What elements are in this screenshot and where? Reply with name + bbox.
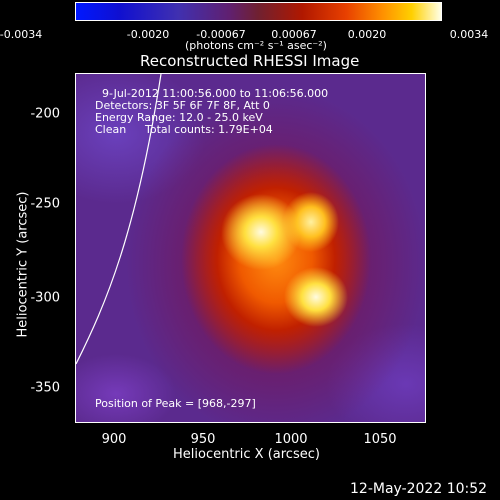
colorbar [75, 2, 442, 21]
colorbar-tick: -0.0020 [126, 28, 170, 41]
peak-position-label: Position of Peak = [968,-297] [95, 397, 256, 410]
x-tick: 1050 [363, 432, 397, 447]
total-counts-label: Total counts: 1.79E+04 [145, 123, 273, 136]
colorbar-tick: -0.0034 [0, 28, 43, 41]
image-panel [75, 73, 426, 423]
x-tick: 950 [190, 432, 216, 447]
plot-title: Reconstructed RHESSI Image [140, 52, 360, 70]
colorbar-tick: -0.00067 [196, 28, 246, 41]
solar-limb-curve [76, 74, 162, 365]
y-tick: -200 [30, 106, 60, 122]
colorbar-tick: 0.0020 [347, 28, 387, 41]
y-tick: -250 [30, 196, 60, 212]
y-tick: -300 [30, 290, 60, 306]
time-range-label: 9-Jul-2012 11:00:56.000 to 11:06:56.000 [102, 87, 329, 100]
clean-label: Clean [95, 123, 127, 136]
colorbar-tick: 0.0034 [449, 28, 489, 41]
detectors-label: Detectors: 3F 5F 6F 7F 8F, Att 0 [95, 99, 270, 112]
timestamp-label: 12-May-2022 10:52 [350, 481, 488, 497]
colorbar-tick: 0.00067 [271, 28, 317, 41]
x-axis-label: Heliocentric X (arcsec) [173, 447, 320, 462]
x-tick: 1000 [274, 432, 308, 447]
colorbar-units: (photons cm⁻² s⁻¹ asec⁻²) [185, 39, 327, 52]
energy-range-label: Energy Range: 12.0 - 25.0 keV [95, 111, 263, 124]
y-tick: -350 [30, 380, 60, 396]
y-axis-label: Heliocentric Y (arcsec) [15, 191, 31, 338]
x-tick: 900 [101, 432, 127, 447]
